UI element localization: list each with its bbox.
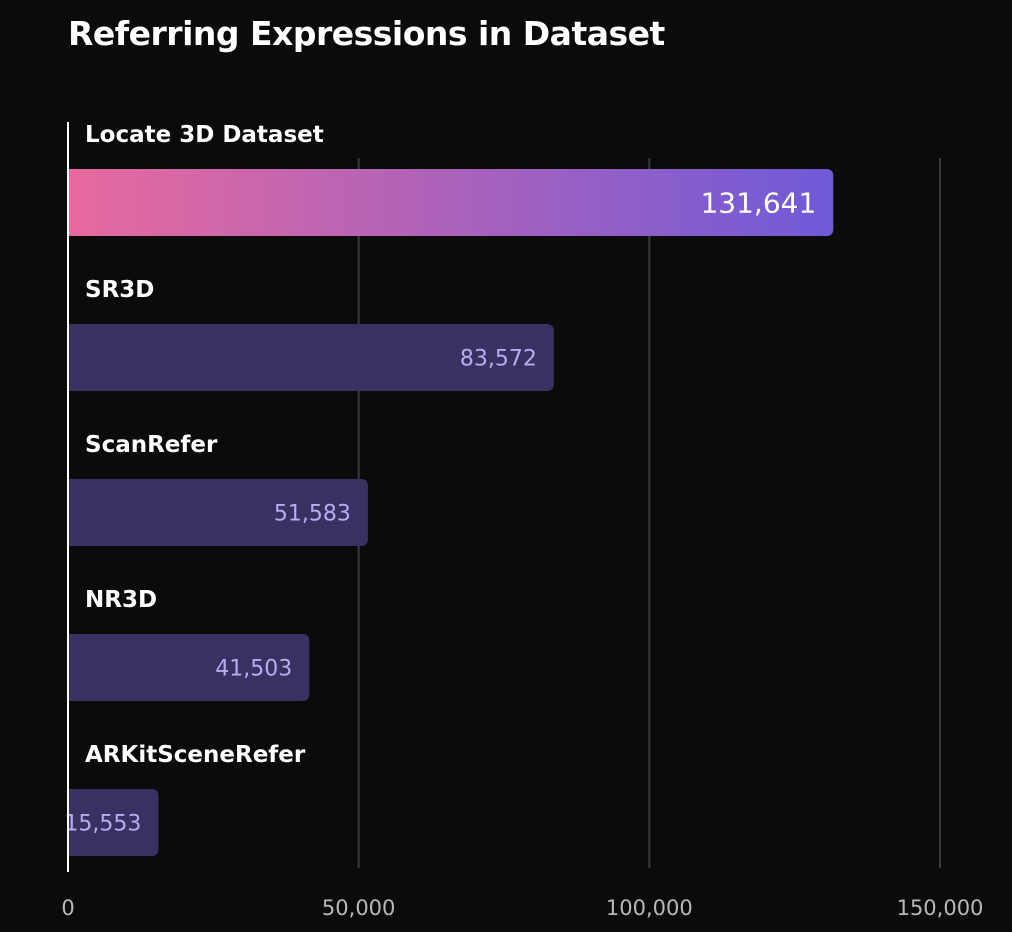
bar bbox=[68, 479, 368, 546]
bar bbox=[68, 324, 554, 391]
value-label: 131,641 bbox=[700, 187, 816, 220]
x-tick-label: 100,000 bbox=[606, 896, 693, 920]
grid-lines bbox=[357, 158, 941, 868]
x-tick-labels: 0 50,000 100,000 150,000 bbox=[61, 896, 983, 920]
category-label: Locate 3D Dataset bbox=[85, 122, 324, 148]
category-label: SR3D bbox=[85, 277, 154, 303]
chart-title: Referring Expressions in Dataset bbox=[68, 14, 665, 53]
category-labels: Locate 3D Dataset SR3D ScanRefer NR3D ARKitS… bbox=[85, 122, 324, 768]
x-tick-label: 50,000 bbox=[322, 896, 395, 920]
bar bbox=[68, 169, 834, 236]
value-label: 51,583 bbox=[274, 502, 351, 527]
value-label: 41,503 bbox=[215, 657, 292, 682]
value-label: 83,572 bbox=[460, 347, 537, 372]
x-tick-label: 150,000 bbox=[897, 896, 984, 920]
value-label: 15,553 bbox=[64, 812, 141, 837]
category-label: NR3D bbox=[85, 587, 157, 613]
x-tick-label: 0 bbox=[61, 896, 74, 920]
bar bbox=[68, 634, 310, 701]
bars: 131,641 83,572 51,583 41,503 15,553 bbox=[64, 169, 834, 856]
category-label: ScanRefer bbox=[85, 432, 218, 458]
bar bbox=[68, 789, 159, 856]
category-label: ARKitSceneRefer bbox=[85, 742, 306, 768]
